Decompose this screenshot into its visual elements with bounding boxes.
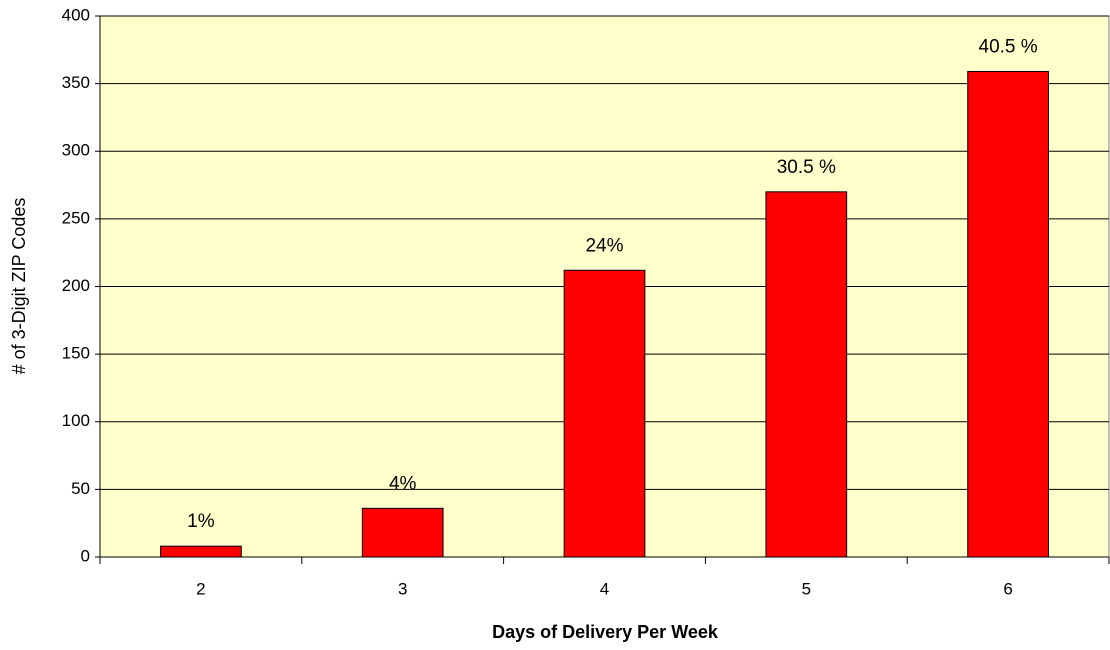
x-tick-label: 5 (802, 579, 811, 598)
y-tick-label: 400 (62, 5, 90, 24)
bar (361, 507, 444, 558)
x-tick-label: 2 (196, 579, 205, 598)
bar-label: 4% (389, 473, 417, 494)
bar (563, 269, 646, 558)
y-tick-label: 350 (62, 73, 90, 92)
bar (160, 545, 242, 558)
y-tick-label: 150 (62, 344, 90, 363)
x-axis-title: Days of Delivery Per Week (492, 622, 719, 642)
y-tick-label: 0 (81, 546, 90, 565)
bar-label: 1% (187, 511, 215, 532)
x-tick-label: 4 (600, 579, 609, 598)
y-tick-label: 300 (62, 141, 90, 160)
y-tick-label: 200 (62, 276, 90, 295)
bar (765, 191, 848, 558)
x-tick-label: 6 (1003, 579, 1012, 598)
y-tick-label: 250 (62, 208, 90, 227)
y-tick-label: 100 (62, 411, 90, 430)
y-tick-label: 50 (71, 479, 90, 498)
bar-label: 30.5 % (777, 157, 836, 178)
bar (967, 70, 1049, 558)
x-tick-label: 3 (398, 579, 407, 598)
bar-label: 40.5 % (979, 36, 1038, 57)
y-axis-title: # of 3-Digit ZIP Codes (9, 198, 29, 375)
bar-label: 24% (585, 235, 623, 256)
